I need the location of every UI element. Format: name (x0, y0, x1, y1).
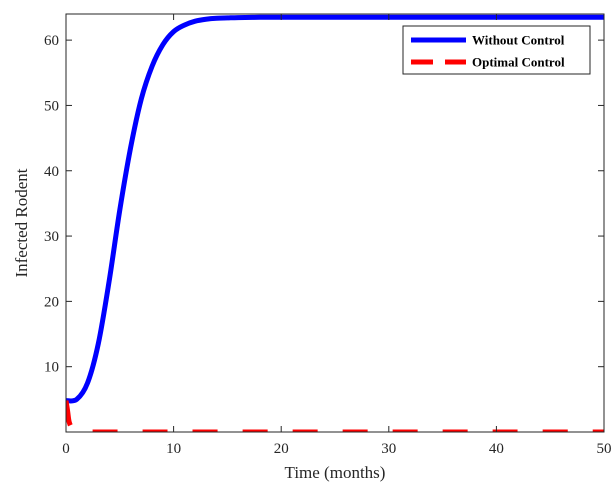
y-tick-label: 40 (44, 164, 59, 180)
legend-label-without-control: Without Control (472, 33, 565, 48)
x-tick-label: 40 (489, 441, 504, 457)
series-line-without-control (66, 14, 604, 404)
legend: Without Control Optimal Control (402, 25, 591, 75)
legend-box (402, 25, 591, 75)
x-tick-label: 50 (597, 441, 612, 457)
plot-frame (65, 13, 605, 433)
legend-label-optimal-control: Optimal Control (472, 55, 565, 70)
plot-lines (66, 14, 604, 432)
x-tick-label: 20 (274, 441, 289, 457)
axis-labels: 0 10 20 30 40 50 10 20 30 40 50 60 (44, 33, 612, 457)
y-axis-title: Infected Rodent (12, 168, 31, 277)
x-tick-label: 30 (381, 441, 396, 457)
x-tick-label: 10 (166, 441, 181, 457)
y-tick-label: 10 (44, 360, 59, 376)
y-tick-label: 30 (44, 229, 59, 245)
y-tick-label: 60 (44, 33, 59, 49)
series-line-optimal-control (66, 400, 604, 432)
y-tick-label: 20 (44, 294, 59, 310)
x-tick-label: 0 (62, 441, 70, 457)
y-tick-label: 50 (44, 98, 59, 114)
axis-ticks (65, 14, 605, 432)
x-axis-title: Time (months) (285, 463, 386, 482)
